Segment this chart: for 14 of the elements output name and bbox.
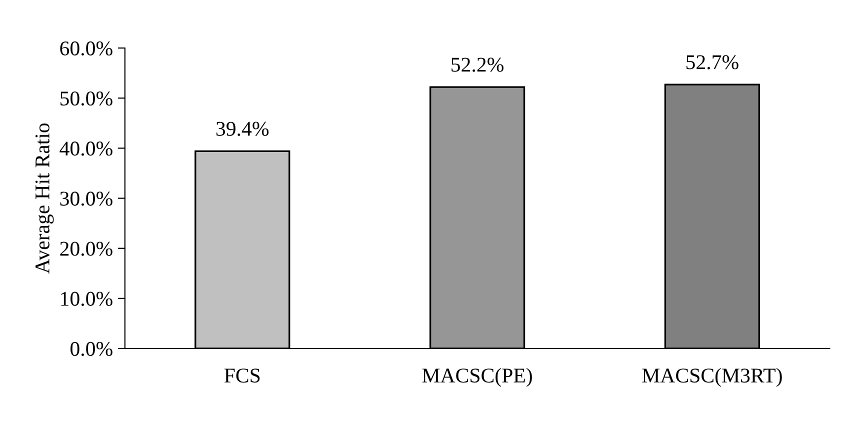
- y-tick-label: 50.0%: [60, 91, 112, 106]
- data-label: 52.2%: [452, 58, 504, 72]
- data-label: 39.4%: [216, 122, 269, 136]
- data-label: 52.7%: [686, 55, 738, 70]
- y-tick-label: 0.0%: [70, 342, 112, 356]
- x-tick-label: MACSC(PE): [422, 368, 532, 387]
- y-axis-title: Average Hit Ratio: [35, 123, 54, 274]
- x-tick-label: MACSC(M3RT): [642, 368, 782, 387]
- y-tick-label: 40.0%: [60, 142, 112, 156]
- y-tick-label: 60.0%: [60, 41, 112, 56]
- y-tick-label: 10.0%: [61, 292, 112, 306]
- y-tick-label: 20.0%: [60, 242, 112, 256]
- x-tick-label: FCS: [224, 368, 260, 383]
- y-tick-label: 30.0%: [60, 192, 112, 206]
